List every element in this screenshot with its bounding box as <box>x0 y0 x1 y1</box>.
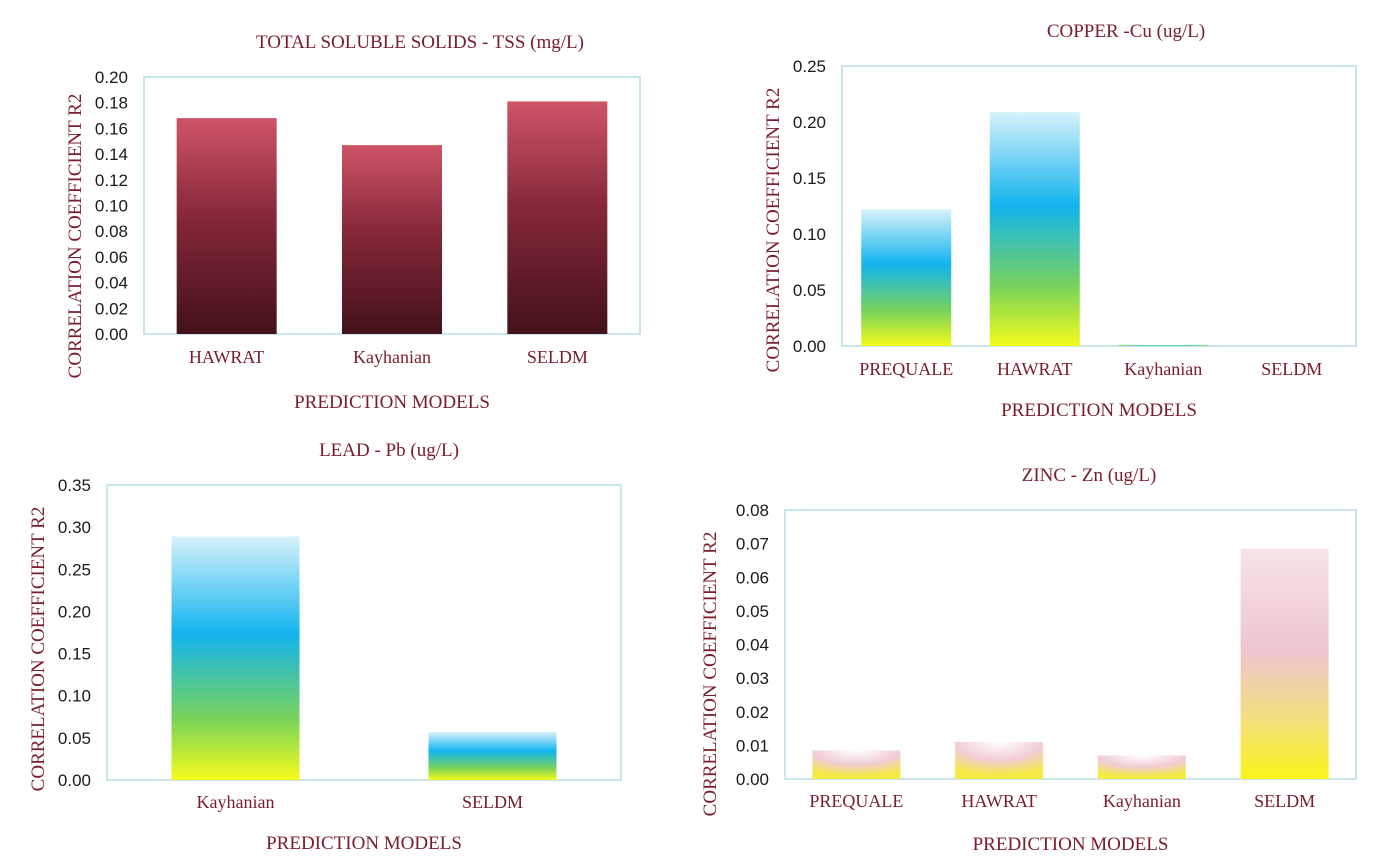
y-tick-label: 0.06 <box>736 568 769 587</box>
y-tick-label: 0.30 <box>58 518 91 537</box>
bar <box>428 731 557 780</box>
chart-2: COPPER -Cu (ug/L) 0.00 0.05 0.10 0.15 0.20 0.2… <box>763 21 1357 421</box>
y-tick-label: 0.25 <box>793 57 826 76</box>
y-axis-label: CORRELATION COEFFICIENT R2 <box>28 507 49 792</box>
chart-3: LEAD - Pb (ug/L) 0.00 0.05 0.10 0.15 0.20 0.25… <box>28 440 622 854</box>
y-tick-label: 0.00 <box>736 770 769 789</box>
chart-title: COPPER -Cu (ug/L) <box>1047 21 1205 42</box>
y-tick-label: 0.15 <box>793 169 826 188</box>
bar <box>342 145 442 334</box>
x-axis-label: PREDICTION MODELS <box>1001 400 1197 421</box>
y-tick-label: 0.12 <box>95 171 128 190</box>
y-tick-label: 0.18 <box>95 94 128 113</box>
bar <box>861 209 952 346</box>
y-tick-label: 0.02 <box>736 703 769 722</box>
y-tick-label: 0.05 <box>793 281 826 300</box>
y-tick-label: 0.00 <box>793 337 826 356</box>
bar <box>171 536 300 780</box>
y-tick-label: 0.06 <box>95 248 128 267</box>
x-tick-label: Kayhanian <box>1103 791 1181 811</box>
y-tick-label: 0.10 <box>95 197 128 216</box>
y-tick-label: 0.25 <box>58 560 91 579</box>
x-tick-label: SELDM <box>527 347 588 367</box>
x-tick-label: HAWRAT <box>961 791 1037 811</box>
y-tick-label: 0.00 <box>95 325 128 344</box>
y-tick-label: 0.05 <box>736 602 769 621</box>
chart-title: ZINC - Zn (ug/L) <box>1022 465 1157 486</box>
x-axis-label: PREDICTION MODELS <box>973 834 1169 855</box>
y-tick-label: 0.20 <box>58 602 91 621</box>
x-tick-label: PREQUALE <box>809 791 903 811</box>
y-tick-label: 0.20 <box>793 113 826 132</box>
y-tick-label: 0.00 <box>58 771 91 790</box>
y-tick-label: 0.07 <box>736 535 769 554</box>
y-tick-label: 0.08 <box>736 501 769 520</box>
y-axis-label: CORRELATION COEFFICIENT R2 <box>65 94 86 379</box>
y-tick-label: 0.04 <box>736 636 769 655</box>
x-tick-label: Kayhanian <box>1124 359 1202 379</box>
y-tick-label: 0.20 <box>95 68 128 87</box>
chart-title: LEAD - Pb (ug/L) <box>319 440 459 461</box>
y-tick-label: 0.03 <box>736 669 769 688</box>
y-axis-label: CORRELATION COEFFICIENT R2 <box>763 88 784 373</box>
chart-title: TOTAL SOLUBLE SOLIDS - TSS (mg/L) <box>256 32 584 53</box>
y-tick-label: 0.35 <box>58 476 91 495</box>
y-tick-label: 0.15 <box>58 645 91 664</box>
y-tick-label: 0.10 <box>58 687 91 706</box>
x-tick-label: PREQUALE <box>859 359 953 379</box>
bar <box>1097 755 1186 779</box>
x-tick-label: HAWRAT <box>997 359 1073 379</box>
bar <box>1118 344 1209 346</box>
bar <box>955 742 1044 779</box>
chart-1: TOTAL SOLUBLE SOLIDS - TSS (mg/L) 0.00 0.0… <box>65 32 641 413</box>
plot-frame <box>841 65 1357 347</box>
y-axis-label: CORRELATION COEFFICIENT R2 <box>700 532 721 817</box>
y-tick-label: 0.05 <box>58 729 91 748</box>
chart-4: ZINC - Zn (ug/L) 0.00 0.01 0.02 0.03 0.04 0.05… <box>700 465 1357 855</box>
y-tick-label: 0.08 <box>95 222 128 241</box>
x-tick-label: SELDM <box>1254 791 1315 811</box>
x-tick-label: HAWRAT <box>189 347 265 367</box>
y-tick-label: 0.16 <box>95 119 128 138</box>
x-tick-label: Kayhanian <box>197 792 275 812</box>
bar <box>1240 548 1329 779</box>
plot-frame <box>784 509 1357 780</box>
y-tick-label: 0.01 <box>736 736 769 755</box>
y-tick-label: 0.02 <box>95 299 128 318</box>
x-tick-label: SELDM <box>1261 359 1322 379</box>
x-tick-label: SELDM <box>462 792 523 812</box>
x-axis-label: PREDICTION MODELS <box>294 392 490 413</box>
plot-frame <box>106 484 622 781</box>
bar <box>507 101 608 334</box>
y-tick-label: 0.14 <box>95 145 128 164</box>
y-tick-label: 0.10 <box>793 225 826 244</box>
bar <box>989 111 1080 346</box>
bar <box>176 118 277 335</box>
bar <box>812 750 901 779</box>
x-axis-label: PREDICTION MODELS <box>266 833 462 854</box>
x-tick-label: Kayhanian <box>353 347 431 367</box>
y-tick-label: 0.04 <box>95 274 128 293</box>
